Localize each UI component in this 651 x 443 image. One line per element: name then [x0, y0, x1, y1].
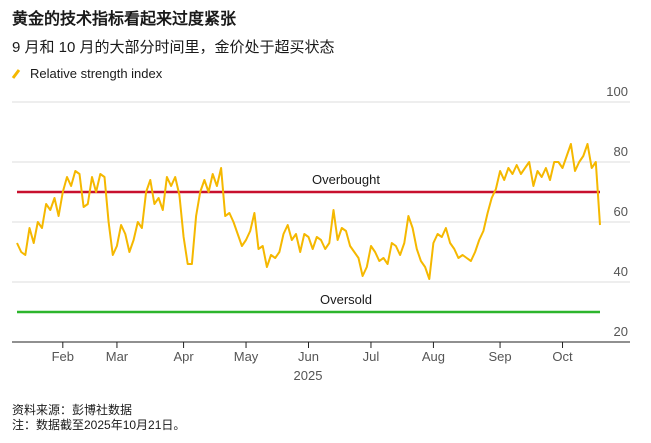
source-note: 资料来源：彭博社数据: [12, 402, 132, 417]
x-tick-label: May: [234, 349, 259, 364]
rsi-line: [16, 143, 601, 280]
x-tick-label: Mar: [106, 349, 129, 364]
x-axis-label: 2025: [294, 368, 323, 383]
x-tick-label: Apr: [173, 349, 194, 364]
y-tick-label: 60: [614, 204, 628, 219]
footnote: 注：数据截至2025年10月21日。: [12, 417, 185, 432]
legend-swatch: [11, 69, 21, 79]
y-tick-label: 100: [606, 84, 628, 99]
chart-title: 黄金的技术指标看起来过度紧张: [12, 9, 237, 28]
chart-subtitle: 9 月和 10 月的大部分时间里，金价处于超买状态: [12, 39, 335, 56]
x-tick-label: Jun: [298, 349, 319, 364]
y-tick-label: 40: [614, 264, 628, 279]
x-tick-label: Sep: [488, 349, 511, 364]
x-tick-label: Oct: [552, 349, 573, 364]
legend-label: Relative strength index: [30, 66, 163, 81]
reference-label: Overbought: [312, 172, 380, 187]
y-tick-label: 20: [614, 324, 628, 339]
x-tick-label: Aug: [422, 349, 445, 364]
y-tick-label: 80: [614, 144, 628, 159]
x-tick-label: Feb: [52, 349, 74, 364]
x-tick-label: Jul: [363, 349, 380, 364]
reference-label: Oversold: [320, 292, 372, 307]
